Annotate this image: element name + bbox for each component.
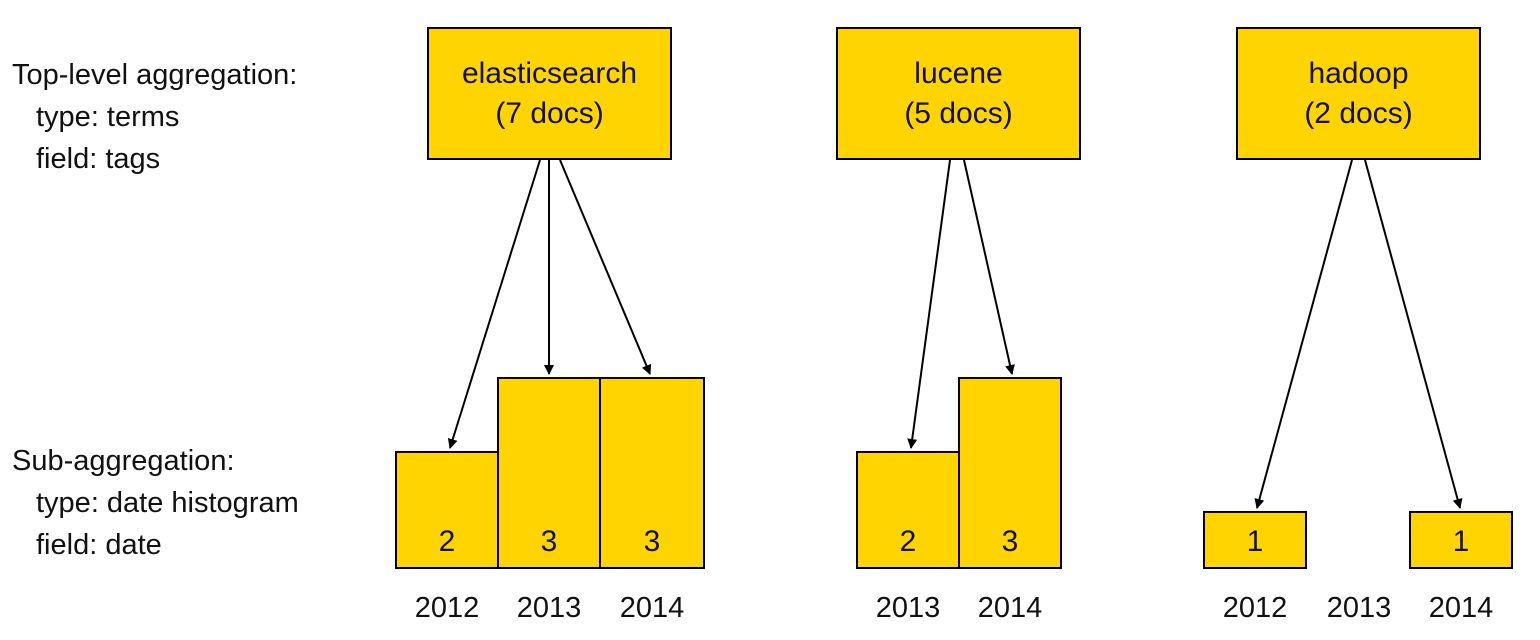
date-bucket-bar: 1	[1203, 511, 1307, 569]
term-name: hadoop	[1308, 56, 1409, 90]
sub-field: field: date	[36, 529, 162, 561]
top-level-field: field: tags	[36, 143, 161, 175]
year-label: 2012	[1222, 592, 1288, 624]
sub-type: type: date histogram	[36, 487, 299, 519]
bucket-count: 3	[643, 525, 661, 558]
year-label: 2012	[414, 592, 480, 624]
term-doc-count: (2 docs)	[1304, 96, 1413, 130]
term-name: lucene	[914, 56, 1003, 90]
term-bucket-lucene: lucene (5 docs)	[836, 27, 1081, 160]
arrow-hadoop-2012	[1254, 159, 1353, 509]
arrow-lucene-2014	[963, 159, 1015, 375]
bucket-count: 2	[899, 525, 917, 558]
term-doc-count: (5 docs)	[904, 96, 1013, 130]
arrow-elasticsearch-2012	[447, 159, 541, 449]
year-label: 2014	[977, 592, 1043, 624]
sub-aggregation-label: Sub-aggregation: type: date histogram fi…	[12, 440, 299, 566]
top-level-heading: Top-level aggregation:	[12, 59, 298, 91]
year-label: 2013	[516, 592, 582, 624]
arrow-lucene-2013	[907, 159, 951, 449]
date-bucket-bar: 3	[599, 377, 705, 569]
term-bucket-elasticsearch: elasticsearch (7 docs)	[427, 27, 672, 160]
term-bucket-hadoop: hadoop (2 docs)	[1236, 27, 1481, 160]
date-bucket-bar: 1	[1409, 511, 1513, 569]
bucket-count: 1	[1452, 525, 1470, 558]
year-label: 2014	[619, 592, 685, 624]
year-label: 2013	[1326, 592, 1392, 624]
term-doc-count: (7 docs)	[495, 96, 604, 130]
date-bucket-bar: 2	[395, 451, 499, 569]
bucket-count: 2	[438, 525, 456, 558]
date-bucket-bar: 2	[856, 451, 960, 569]
date-bucket-bar: 3	[958, 377, 1062, 569]
bucket-count: 3	[1001, 525, 1019, 558]
year-label: 2014	[1428, 592, 1494, 624]
arrow-hadoop-2014	[1364, 159, 1463, 509]
term-name: elasticsearch	[461, 56, 638, 90]
top-level-aggregation-label: Top-level aggregation: type: terms field…	[12, 54, 297, 180]
top-level-type: type: terms	[36, 101, 180, 133]
sub-heading: Sub-aggregation:	[12, 445, 235, 477]
year-label: 2013	[875, 592, 941, 624]
bucket-count: 3	[540, 525, 558, 558]
date-bucket-bar: 3	[497, 377, 601, 569]
arrow-elasticsearch-2014	[559, 159, 652, 375]
bucket-count: 1	[1246, 525, 1264, 558]
